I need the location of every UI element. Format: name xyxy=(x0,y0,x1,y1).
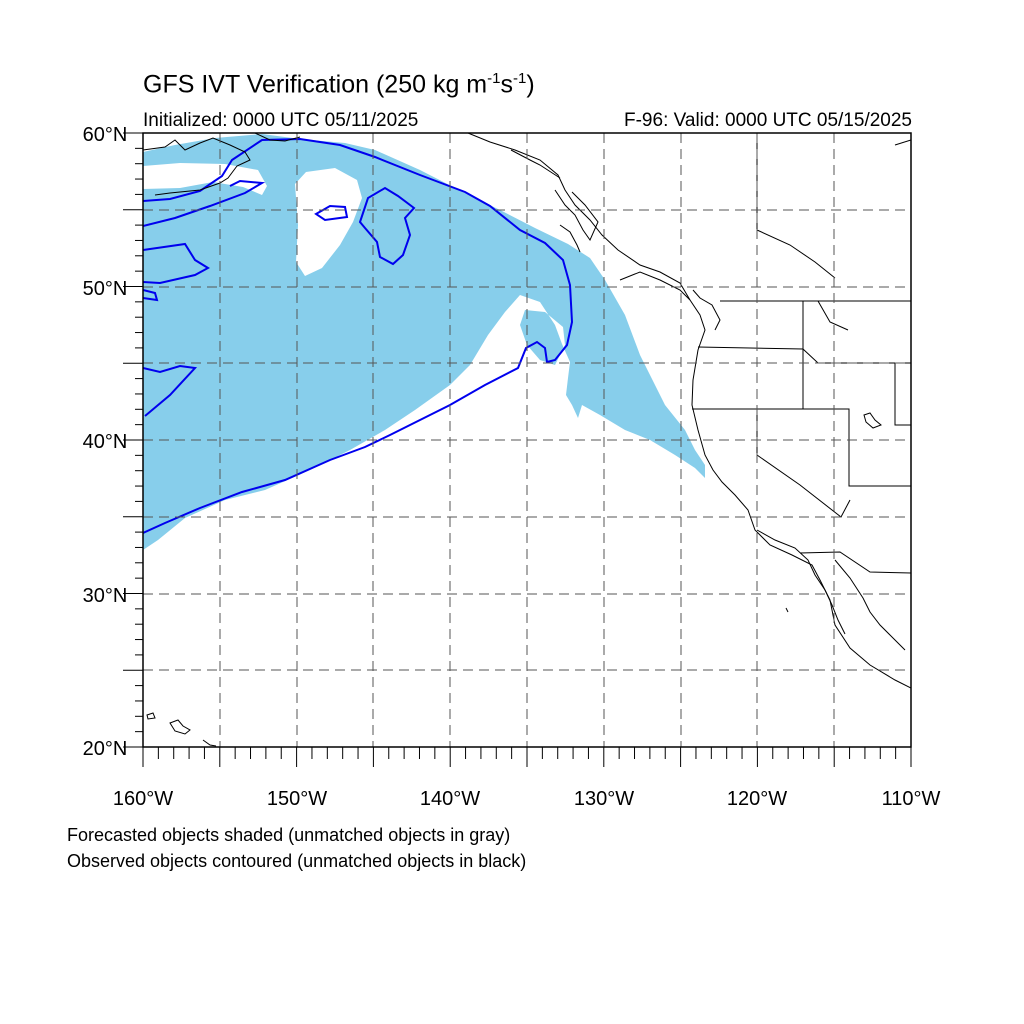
lon-label-150w: 150°W xyxy=(267,788,327,810)
lon-label-160w: 160°W xyxy=(113,788,173,810)
init-time-label: Initialized: 0000 UTC 05/11/2025 xyxy=(143,110,419,131)
observed-ivt-contour-main xyxy=(143,137,574,534)
observed-ivt-contour-gulf2 xyxy=(358,186,416,266)
axis-ticks xyxy=(123,132,912,767)
observed-ivt-contour-west xyxy=(143,179,266,227)
lon-label-140w: 140°W xyxy=(420,788,480,810)
legend-forecast-note: Forecasted objects shaded (unmatched obj… xyxy=(67,825,511,845)
coastlines xyxy=(143,133,911,747)
observed-ivt-contour-small xyxy=(143,289,159,302)
gridlines xyxy=(143,133,911,747)
lat-label-60: 60°N xyxy=(83,124,128,146)
valid-time-label: F-96: Valid: 0000 UTC 05/15/2025 xyxy=(624,110,912,131)
observed-ivt-contour-south xyxy=(143,364,198,417)
chart-title: GFS IVT Verification (250 kg m-1s-1) xyxy=(143,70,535,99)
lat-label-20: 20°N xyxy=(83,738,128,760)
observed-ivt-contour-west2 xyxy=(143,242,211,285)
lon-label-110w: 110°W xyxy=(882,788,941,810)
lat-label-30: 30°N xyxy=(83,585,128,607)
lat-label-40: 40°N xyxy=(83,431,128,453)
forecast-ivt-object xyxy=(143,134,705,550)
observed-ivt-contour-gulf1 xyxy=(314,204,349,222)
lon-label-120w: 120°W xyxy=(727,788,787,810)
lon-label-130w: 130°W xyxy=(574,788,634,810)
legend-observed-note: Observed objects contoured (unmatched ob… xyxy=(67,851,527,871)
lat-label-50: 50°N xyxy=(83,278,128,300)
